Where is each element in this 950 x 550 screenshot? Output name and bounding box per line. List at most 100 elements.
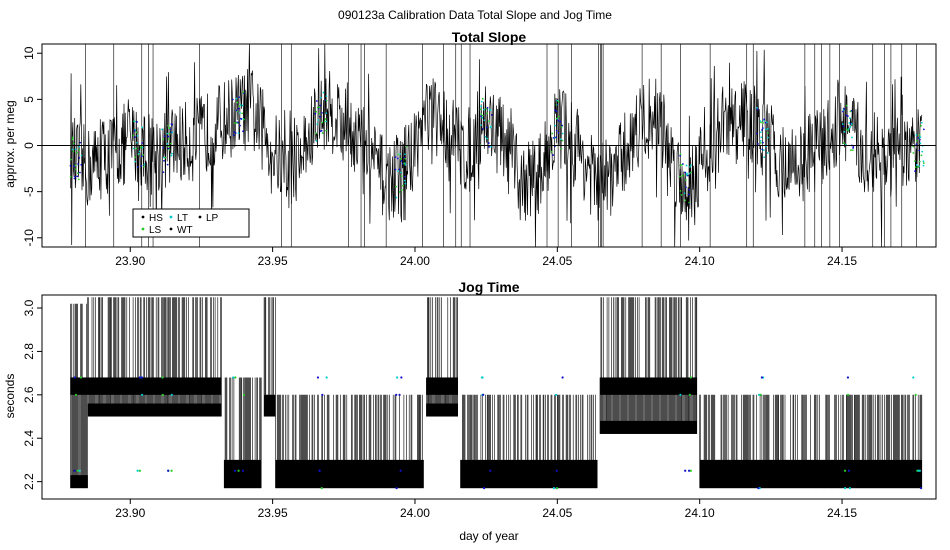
calibration-marker bbox=[318, 112, 321, 115]
calibration-marker bbox=[918, 160, 921, 163]
jog-time-marker bbox=[847, 469, 851, 472]
calibration-marker bbox=[404, 182, 407, 185]
calibration-marker bbox=[241, 112, 244, 115]
x-tick-label: 24.05 bbox=[542, 254, 572, 268]
jog-time-marker bbox=[161, 376, 164, 379]
calibration-marker bbox=[917, 166, 919, 168]
calibration-marker bbox=[319, 115, 322, 118]
calibration-marker bbox=[324, 118, 327, 120]
calibration-marker bbox=[485, 126, 488, 129]
calibration-marker bbox=[688, 201, 691, 204]
calibration-marker bbox=[69, 175, 72, 178]
legend-label-ls: LS bbox=[149, 225, 162, 236]
calibration-marker bbox=[689, 166, 691, 168]
calibration-marker bbox=[767, 132, 769, 134]
calibration-marker bbox=[480, 115, 482, 118]
calibration-marker bbox=[132, 134, 135, 137]
calibration-marker bbox=[167, 124, 170, 127]
jog-time-marker bbox=[687, 469, 691, 472]
calibration-marker bbox=[759, 142, 762, 144]
calibration-marker bbox=[488, 120, 490, 123]
calibration-marker bbox=[846, 115, 849, 117]
calibration-marker bbox=[912, 152, 915, 154]
calibration-marker bbox=[685, 164, 688, 167]
y-tick-label: 2.4 bbox=[22, 430, 36, 447]
calibration-marker bbox=[133, 130, 136, 132]
calibration-marker bbox=[400, 171, 403, 174]
calibration-marker bbox=[921, 150, 924, 153]
calibration-marker bbox=[325, 112, 328, 115]
legend-label-hs: HS bbox=[149, 213, 163, 224]
calibration-marker bbox=[315, 110, 318, 113]
calibration-marker bbox=[394, 168, 397, 171]
jog-time-marker bbox=[316, 376, 320, 379]
calibration-marker bbox=[763, 156, 766, 159]
calibration-marker bbox=[914, 160, 916, 162]
jog-time-marker bbox=[395, 487, 398, 490]
calibration-marker bbox=[684, 199, 687, 202]
jog-time-marker bbox=[760, 376, 763, 379]
calibration-marker bbox=[481, 114, 484, 117]
calibration-marker bbox=[480, 113, 482, 116]
x-tick-label: 24.00 bbox=[400, 506, 430, 520]
calibration-marker bbox=[919, 136, 922, 139]
calibration-marker bbox=[132, 147, 135, 150]
calibration-marker bbox=[74, 164, 77, 167]
calibration-marker bbox=[71, 148, 74, 151]
calibration-marker bbox=[243, 118, 245, 121]
x-tick-label: 24.05 bbox=[542, 506, 572, 520]
calibration-marker bbox=[400, 175, 403, 178]
calibration-marker bbox=[76, 175, 79, 178]
calibration-marker bbox=[486, 106, 489, 109]
calibration-marker bbox=[679, 154, 682, 157]
calibration-marker bbox=[399, 157, 402, 160]
calibration-marker bbox=[134, 156, 136, 159]
total-slope-plot-box bbox=[41, 43, 937, 248]
jog-time-marker bbox=[914, 393, 917, 396]
calibration-marker bbox=[483, 119, 486, 122]
calibration-marker bbox=[764, 121, 767, 124]
legend-marker-hs bbox=[141, 215, 145, 219]
calibration-marker bbox=[71, 138, 74, 141]
calibration-marker bbox=[560, 138, 562, 141]
calibration-marker bbox=[843, 107, 846, 110]
calibration-marker bbox=[554, 124, 556, 127]
calibration-marker bbox=[69, 164, 72, 167]
calibration-marker bbox=[557, 119, 560, 122]
calibration-marker bbox=[74, 148, 77, 151]
jog-time-marker bbox=[237, 469, 240, 472]
calibration-marker bbox=[136, 141, 138, 144]
calibration-marker bbox=[766, 121, 768, 124]
calibration-marker bbox=[679, 175, 681, 178]
calibration-marker bbox=[134, 160, 136, 163]
calibration-marker bbox=[848, 122, 851, 124]
calibration-marker bbox=[686, 172, 688, 175]
jog-time-marker bbox=[241, 469, 244, 472]
calibration-marker bbox=[480, 105, 483, 108]
calibration-marker bbox=[79, 171, 81, 174]
calibration-marker bbox=[241, 104, 244, 107]
calibration-marker bbox=[489, 109, 492, 112]
calibration-marker bbox=[759, 139, 762, 142]
calibration-marker bbox=[135, 131, 138, 134]
calibration-marker bbox=[683, 192, 686, 195]
jog-time-trace bbox=[70, 297, 923, 489]
calibration-marker bbox=[168, 127, 171, 130]
jog-time-marker bbox=[400, 376, 403, 379]
total-slope-trace bbox=[70, 43, 923, 248]
calibration-marker bbox=[75, 168, 77, 171]
calibration-marker bbox=[161, 128, 163, 131]
calibration-marker bbox=[137, 152, 140, 155]
x-tick-label: 24.10 bbox=[685, 506, 715, 520]
jog-time-marker bbox=[320, 487, 323, 490]
calibration-marker bbox=[171, 123, 173, 126]
calibration-marker bbox=[233, 122, 236, 124]
calibration-marker bbox=[922, 164, 925, 167]
calibration-marker bbox=[73, 177, 76, 180]
calibration-marker bbox=[845, 104, 848, 107]
legend-marker-lp bbox=[198, 215, 202, 219]
calibration-marker bbox=[490, 145, 493, 148]
calibration-marker bbox=[555, 136, 557, 139]
calibration-marker bbox=[561, 124, 564, 127]
calibration-marker bbox=[315, 139, 318, 142]
